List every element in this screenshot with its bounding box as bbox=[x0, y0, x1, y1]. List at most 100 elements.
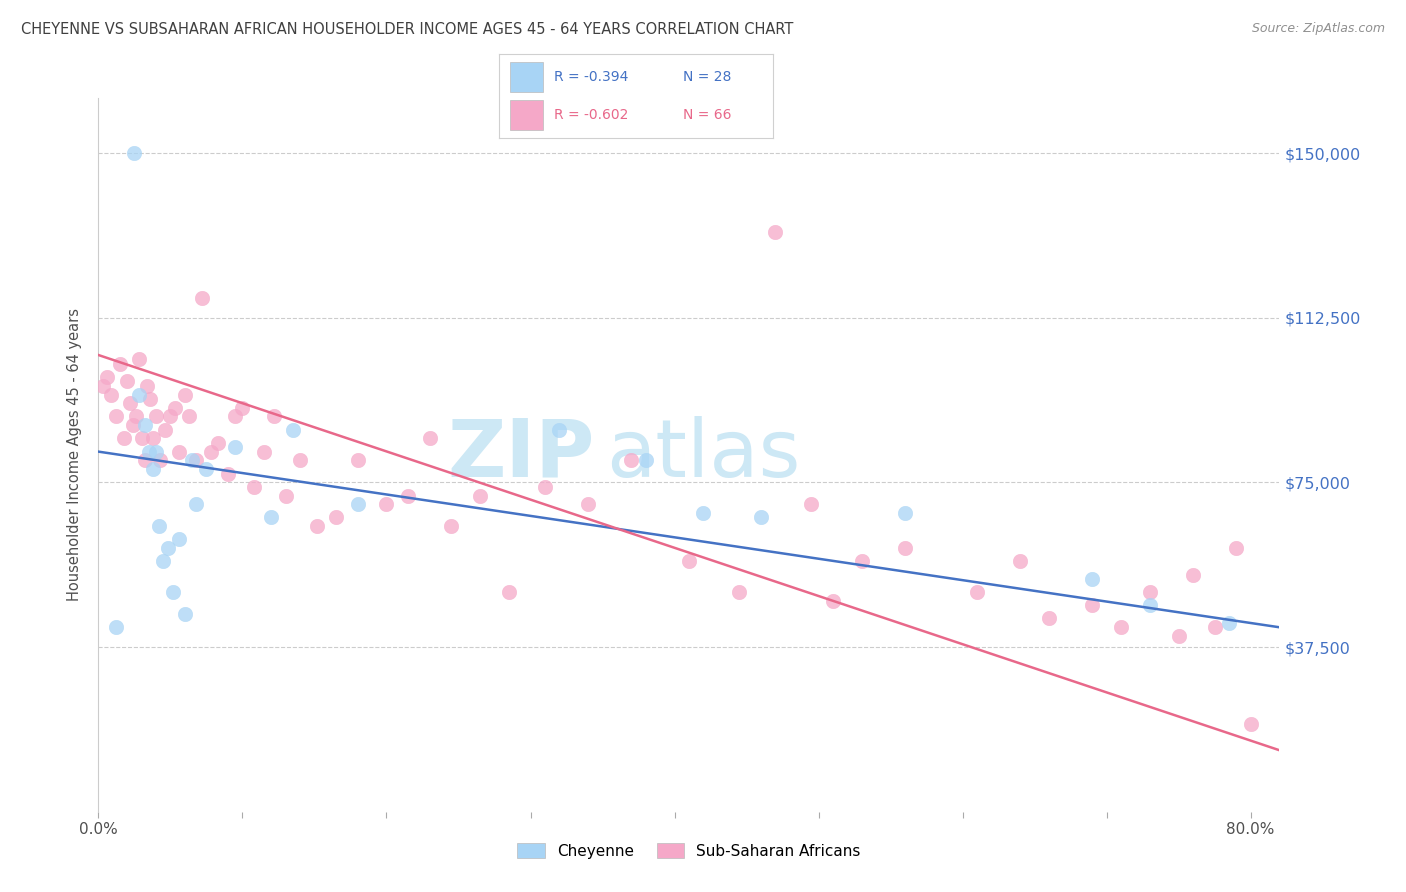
Point bbox=[1204, 620, 1226, 634]
Point bbox=[224, 440, 246, 454]
Point bbox=[145, 444, 167, 458]
Point bbox=[134, 418, 156, 433]
Point bbox=[231, 401, 253, 415]
Point bbox=[749, 510, 772, 524]
Point bbox=[894, 506, 917, 520]
Point bbox=[576, 497, 599, 511]
Point bbox=[167, 533, 190, 547]
Point bbox=[678, 554, 700, 568]
Point bbox=[186, 497, 208, 511]
Point bbox=[274, 489, 297, 503]
Point bbox=[195, 462, 218, 476]
Point bbox=[263, 409, 285, 424]
Point bbox=[1218, 615, 1240, 630]
Bar bbox=[510, 62, 543, 92]
Point bbox=[1038, 611, 1060, 625]
Point bbox=[692, 506, 714, 520]
Point bbox=[207, 435, 229, 450]
Point bbox=[396, 489, 419, 503]
Point bbox=[120, 396, 142, 410]
Point bbox=[179, 409, 201, 424]
Point bbox=[149, 453, 172, 467]
Point bbox=[122, 418, 145, 433]
Point bbox=[307, 519, 329, 533]
Point bbox=[124, 146, 146, 161]
Point bbox=[1081, 599, 1104, 613]
Point bbox=[142, 462, 165, 476]
Point bbox=[100, 387, 122, 401]
Point bbox=[128, 387, 150, 401]
Point bbox=[131, 432, 153, 446]
Point bbox=[620, 453, 643, 467]
Point bbox=[288, 453, 311, 467]
Point bbox=[91, 378, 114, 392]
Point bbox=[419, 432, 441, 446]
Point bbox=[153, 423, 176, 437]
Point bbox=[138, 444, 160, 458]
Legend: Cheyenne, Sub-Saharan Africans: Cheyenne, Sub-Saharan Africans bbox=[510, 837, 868, 864]
Point bbox=[104, 620, 127, 634]
Point bbox=[548, 423, 571, 437]
Point bbox=[1225, 541, 1247, 556]
Point bbox=[763, 225, 786, 239]
Point bbox=[325, 510, 347, 524]
Point bbox=[96, 370, 118, 384]
Point bbox=[156, 541, 179, 556]
Point bbox=[186, 453, 208, 467]
Point bbox=[534, 480, 557, 494]
Point bbox=[346, 453, 368, 467]
Text: N = 28: N = 28 bbox=[683, 70, 731, 84]
Point bbox=[634, 453, 657, 467]
Y-axis label: Householder Income Ages 45 - 64 years: Householder Income Ages 45 - 64 years bbox=[67, 309, 83, 601]
Point bbox=[134, 453, 156, 467]
Point bbox=[1139, 585, 1161, 599]
Point bbox=[152, 554, 174, 568]
Point bbox=[200, 444, 222, 458]
Point bbox=[1010, 554, 1032, 568]
Point bbox=[728, 585, 751, 599]
Point bbox=[159, 409, 181, 424]
Point bbox=[142, 432, 165, 446]
Point bbox=[108, 357, 131, 371]
Point bbox=[191, 291, 214, 305]
Point bbox=[167, 444, 190, 458]
Point bbox=[800, 497, 823, 511]
Text: R = -0.602: R = -0.602 bbox=[554, 108, 628, 122]
Point bbox=[1081, 572, 1104, 586]
Point bbox=[104, 409, 127, 424]
Point bbox=[498, 585, 520, 599]
Text: R = -0.394: R = -0.394 bbox=[554, 70, 628, 84]
Point bbox=[440, 519, 463, 533]
Point bbox=[851, 554, 873, 568]
Point bbox=[1109, 620, 1132, 634]
Text: ZIP: ZIP bbox=[447, 416, 595, 494]
Point bbox=[281, 423, 304, 437]
Point bbox=[136, 378, 159, 392]
Point bbox=[162, 585, 184, 599]
Point bbox=[217, 467, 239, 481]
Point bbox=[224, 409, 246, 424]
Text: Source: ZipAtlas.com: Source: ZipAtlas.com bbox=[1251, 22, 1385, 36]
Point bbox=[1139, 599, 1161, 613]
Text: atlas: atlas bbox=[606, 416, 800, 494]
Point bbox=[375, 497, 398, 511]
Point bbox=[173, 607, 195, 621]
Point bbox=[243, 480, 266, 494]
Bar bbox=[510, 100, 543, 130]
Point bbox=[115, 375, 138, 389]
Point bbox=[173, 387, 195, 401]
Point bbox=[125, 409, 148, 424]
Point bbox=[894, 541, 917, 556]
Text: CHEYENNE VS SUBSAHARAN AFRICAN HOUSEHOLDER INCOME AGES 45 - 64 YEARS CORRELATION: CHEYENNE VS SUBSAHARAN AFRICAN HOUSEHOLD… bbox=[21, 22, 793, 37]
Point bbox=[253, 444, 276, 458]
Point bbox=[181, 453, 204, 467]
Point bbox=[145, 409, 167, 424]
Text: N = 66: N = 66 bbox=[683, 108, 731, 122]
Point bbox=[128, 352, 150, 367]
Point bbox=[112, 432, 135, 446]
Point bbox=[139, 392, 162, 406]
Point bbox=[148, 519, 170, 533]
Point bbox=[821, 594, 844, 608]
Point bbox=[163, 401, 186, 415]
Point bbox=[1240, 717, 1263, 731]
